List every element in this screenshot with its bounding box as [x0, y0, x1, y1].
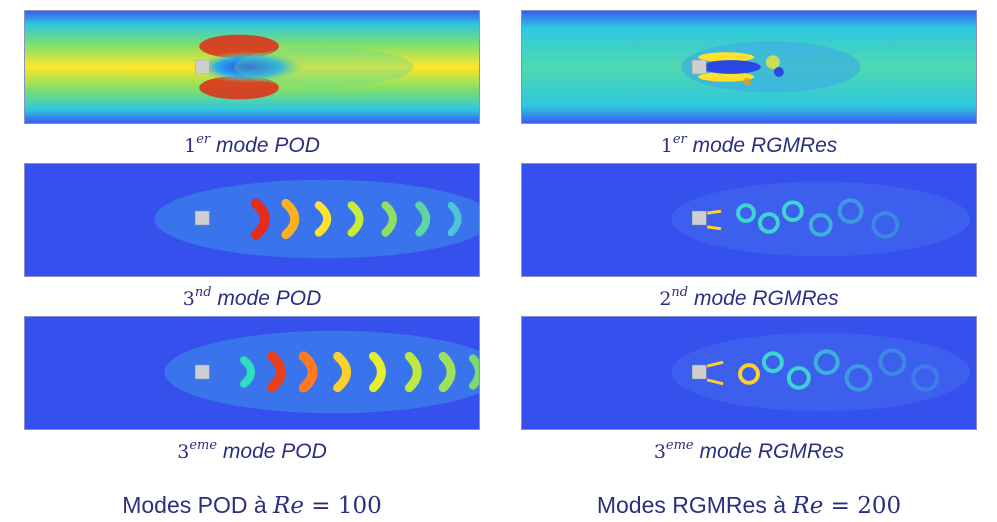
pod-mode-3nd-caption: 3nd mode POD — [182, 285, 322, 310]
pod-mode-3eme-field — [24, 316, 480, 430]
pod-footer-label: Modes POD à Re = 100 — [122, 492, 382, 519]
pod-mode-1-caption: 1er mode POD — [184, 132, 320, 157]
pod-mode-3-field — [24, 163, 480, 277]
pod-mode-1-field — [24, 10, 480, 124]
rgmres-mode-1-caption: 1er mode RGMRes — [660, 132, 838, 157]
rgmres-mode-2-caption: 2nd mode RGMRes — [659, 285, 839, 310]
rgmres-mode-1-field — [521, 10, 977, 124]
rgmres-footer-label: Modes RGMRes à Re = 200 — [596, 492, 902, 519]
rgmres-mode-3-field — [521, 316, 977, 430]
pod-mode-3eme-caption: 3eme mode POD — [177, 438, 327, 463]
rgmres-mode-3-caption: 3eme mode RGMRes — [653, 438, 845, 463]
rgmres-mode-2-field — [521, 163, 977, 277]
